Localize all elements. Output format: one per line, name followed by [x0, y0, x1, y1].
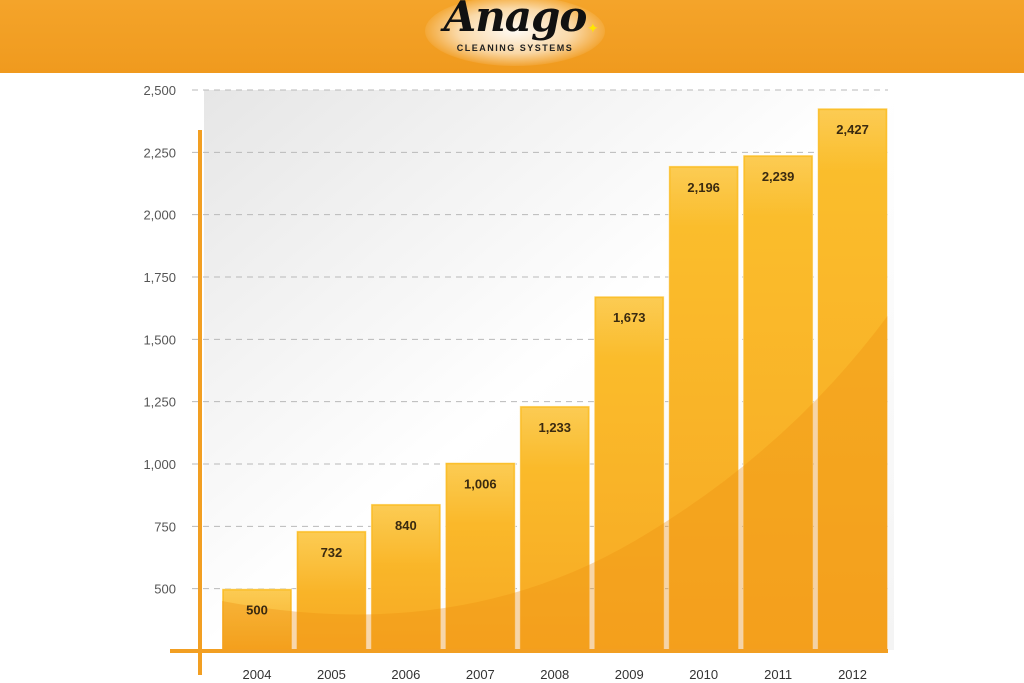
bar-value-label: 2,427 [836, 122, 869, 137]
bar-value-label: 1,233 [538, 420, 571, 435]
anago-logo: Anago ✦ CLEANING SYSTEMS [415, 0, 615, 72]
y-tick-label: 2,500 [143, 83, 176, 98]
bar-gloss [745, 157, 812, 218]
sparkle-icon: ✦ [587, 20, 599, 36]
bar-gloss [298, 532, 365, 593]
y-tick-label: 1,000 [143, 457, 176, 472]
bar-value-label: 2,239 [762, 169, 795, 184]
bars [221, 107, 889, 652]
swoosh-highlight [222, 316, 888, 651]
y-tick-label: 500 [154, 582, 176, 597]
y-axis-ticks: 500 750 1,000 1,250 1,500 1,750 2,000 2,250 2,50… [143, 83, 176, 597]
bar-value-label: 732 [321, 545, 343, 560]
bar-gloss [819, 110, 886, 171]
bar-gloss [521, 407, 588, 468]
x-tick-label: 2011 [764, 667, 792, 682]
y-tick-label: 2,250 [143, 145, 176, 160]
x-tick-label: 2007 [466, 667, 495, 682]
x-tick-label: 2006 [391, 667, 420, 682]
logo-wordmark: Anago [443, 0, 588, 41]
bar-gloss [670, 167, 737, 228]
x-tick-label: 2008 [540, 667, 569, 682]
x-tick-label: 2009 [615, 667, 644, 682]
x-axis-ticks: 2004 2005 2006 2007 2008 2009 2010 2011 2012 [243, 667, 867, 682]
bar-value-label: 1,673 [613, 310, 646, 325]
bar-value-label: 2,196 [687, 180, 720, 195]
logo-subtitle: CLEANING SYSTEMS [456, 43, 574, 53]
x-axis-line [170, 649, 888, 653]
y-tick-label: 1,250 [143, 395, 176, 410]
x-tick-label: 2004 [243, 667, 272, 682]
bar-value-label: 500 [246, 603, 268, 618]
bar-gloss [596, 298, 663, 359]
y-tick-label: 2,000 [143, 208, 176, 223]
bar-gloss [224, 590, 290, 649]
bar-value-label: 1,006 [464, 477, 497, 492]
bar-value-label: 840 [395, 518, 417, 533]
x-tick-label: 2010 [689, 667, 718, 682]
y-axis-line [198, 130, 202, 675]
x-tick-label: 2012 [838, 667, 867, 682]
bar-2012 [817, 107, 889, 652]
y-tick-label: 1,750 [143, 270, 176, 285]
y-tick-label: 1,500 [143, 332, 176, 347]
x-tick-label: 2005 [317, 667, 346, 682]
bar-2010 [668, 165, 740, 652]
bar-2011 [742, 154, 814, 652]
bar-gloss [372, 505, 439, 566]
bar-gloss [447, 464, 514, 525]
logo-glow [425, 0, 605, 66]
y-tick-label: 750 [154, 519, 176, 534]
bar-value-labels: 500 732 840 1,006 1,233 1,673 2,196 2,239 2,427 [246, 122, 869, 617]
